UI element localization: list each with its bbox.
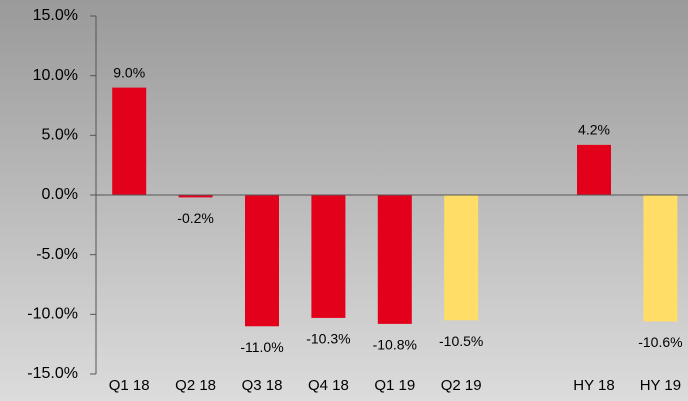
value-label: -10.3% bbox=[306, 331, 350, 347]
x-tick-label: Q1 18 bbox=[109, 377, 150, 394]
y-tick-label: -5.0% bbox=[36, 246, 78, 263]
bar bbox=[178, 195, 213, 198]
value-label: -10.5% bbox=[439, 333, 483, 349]
y-tick-label: 10.0% bbox=[33, 67, 78, 84]
y-tick-label: 5.0% bbox=[42, 127, 78, 144]
value-label: 9.0% bbox=[113, 64, 145, 80]
x-tick-label: Q1 19 bbox=[374, 377, 415, 394]
x-tick-label: Q2 19 bbox=[441, 377, 482, 394]
value-label: -11.0% bbox=[240, 339, 283, 355]
y-tick-label: 0.0% bbox=[42, 186, 78, 203]
x-tick-label: Q4 18 bbox=[308, 377, 349, 394]
value-label: -10.8% bbox=[373, 337, 417, 353]
x-tick-label: Q2 18 bbox=[175, 377, 216, 394]
y-tick-label: -10.0% bbox=[27, 306, 78, 323]
x-tick-label: HY 18 bbox=[573, 377, 614, 394]
bar bbox=[577, 144, 611, 195]
value-label: -10.6% bbox=[638, 334, 682, 350]
x-tick-label: HY 19 bbox=[640, 377, 681, 394]
bar bbox=[112, 87, 147, 195]
y-tick-label: 15.0% bbox=[33, 7, 78, 24]
bar bbox=[311, 195, 346, 318]
bar bbox=[643, 195, 678, 322]
value-label: -0.2% bbox=[177, 210, 214, 226]
x-tick-label: Q3 18 bbox=[242, 377, 283, 394]
value-label: 4.2% bbox=[578, 122, 610, 138]
bar bbox=[245, 195, 279, 327]
y-tick-label: -15.0% bbox=[27, 365, 78, 382]
bar bbox=[444, 195, 479, 321]
bar bbox=[377, 195, 412, 324]
